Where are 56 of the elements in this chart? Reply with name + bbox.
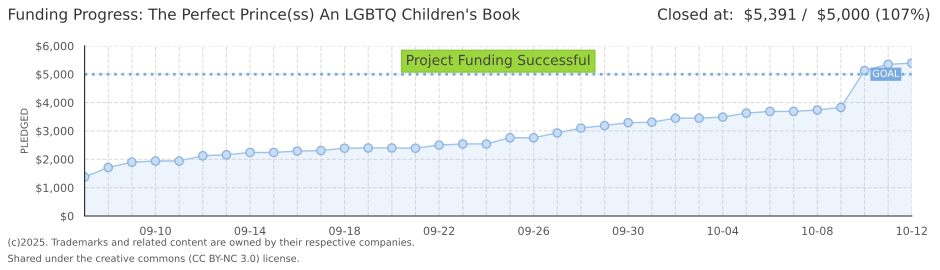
annotation: Project Funding Successful	[407, 54, 590, 68]
y-tick-label: $5,000	[36, 70, 74, 80]
x-tick-label: 09-14	[234, 226, 266, 236]
point	[410, 143, 420, 154]
point	[434, 140, 444, 150]
point	[742, 108, 752, 118]
point	[788, 106, 798, 116]
point	[860, 66, 870, 76]
point	[127, 157, 137, 167]
text: Closed at: $5,391 / $5,000 (107%)	[658, 8, 930, 22]
point	[505, 132, 515, 143]
y-axis-title: PLEDGED	[20, 108, 28, 154]
x-tick-label: 09-18	[329, 226, 360, 236]
point	[174, 156, 184, 166]
point	[670, 113, 680, 124]
y-tick-label: $1,000	[36, 183, 74, 194]
point	[623, 118, 634, 128]
ref-line-label: GOAL	[872, 70, 900, 78]
x-tick-label: 09-10	[140, 226, 171, 236]
point	[694, 113, 704, 124]
point	[316, 146, 326, 156]
point	[576, 123, 586, 133]
text: (c)2025. Trademarks and related content are owned by their respective companies.	[8, 238, 414, 248]
x-tick-label: 09-30	[612, 226, 644, 236]
chart-title: Funding Progress: The Perfect Prince(ss) An LGBTQ Children's Book	[9, 8, 520, 23]
point	[245, 148, 255, 158]
point	[646, 117, 657, 128]
point	[103, 162, 114, 172]
point	[363, 143, 374, 153]
point	[836, 102, 846, 112]
point	[222, 150, 232, 160]
x-tick-label: 09-26	[518, 226, 550, 236]
point	[552, 128, 562, 138]
y-tick-label: $2,000	[36, 155, 74, 166]
point	[340, 143, 350, 154]
point	[386, 143, 397, 153]
point	[528, 132, 539, 143]
point	[292, 146, 302, 156]
point	[600, 120, 610, 130]
point	[812, 105, 822, 115]
point	[150, 156, 160, 166]
y-tick-label: $6,000	[36, 42, 74, 52]
point	[268, 148, 279, 158]
y-tick-label: $0	[60, 212, 74, 222]
point	[458, 139, 468, 149]
point	[198, 150, 208, 161]
y-tick-label: $3,000	[36, 126, 74, 137]
x-tick-label: 09-22	[424, 226, 454, 236]
text: Shared under the creative commons (CC BY-NC 3.0) license.	[8, 254, 299, 264]
point	[482, 139, 492, 149]
x-tick-label: 10-12	[896, 226, 927, 236]
y-tick-label: $4,000	[36, 98, 74, 108]
x-tick-label: 10-04	[708, 226, 738, 236]
point	[718, 112, 728, 122]
point	[765, 106, 775, 116]
x-tick-label: 10-08	[802, 226, 833, 236]
